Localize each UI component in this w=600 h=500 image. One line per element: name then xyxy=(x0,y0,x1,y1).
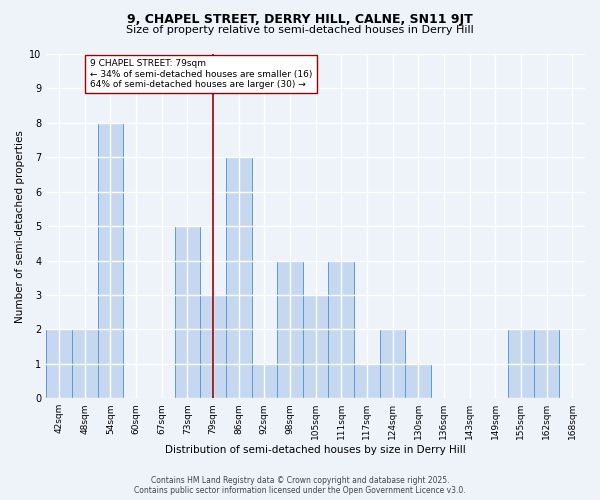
Bar xyxy=(406,364,431,398)
Bar xyxy=(175,226,200,398)
Bar xyxy=(328,260,354,398)
Bar xyxy=(98,123,123,398)
Bar xyxy=(354,364,380,398)
Text: Size of property relative to semi-detached houses in Derry Hill: Size of property relative to semi-detach… xyxy=(126,25,474,35)
Bar xyxy=(72,330,98,398)
Bar xyxy=(303,295,328,398)
Bar xyxy=(226,158,251,398)
Bar xyxy=(380,330,406,398)
X-axis label: Distribution of semi-detached houses by size in Derry Hill: Distribution of semi-detached houses by … xyxy=(165,445,466,455)
Bar xyxy=(533,330,559,398)
Bar xyxy=(277,260,303,398)
Y-axis label: Number of semi-detached properties: Number of semi-detached properties xyxy=(15,130,25,322)
Bar xyxy=(251,364,277,398)
Text: 9 CHAPEL STREET: 79sqm
← 34% of semi-detached houses are smaller (16)
64% of sem: 9 CHAPEL STREET: 79sqm ← 34% of semi-det… xyxy=(90,59,312,89)
Bar xyxy=(46,330,72,398)
Bar xyxy=(200,295,226,398)
Bar xyxy=(508,330,533,398)
Text: 9, CHAPEL STREET, DERRY HILL, CALNE, SN11 9JT: 9, CHAPEL STREET, DERRY HILL, CALNE, SN1… xyxy=(127,12,473,26)
Text: Contains HM Land Registry data © Crown copyright and database right 2025.
Contai: Contains HM Land Registry data © Crown c… xyxy=(134,476,466,495)
